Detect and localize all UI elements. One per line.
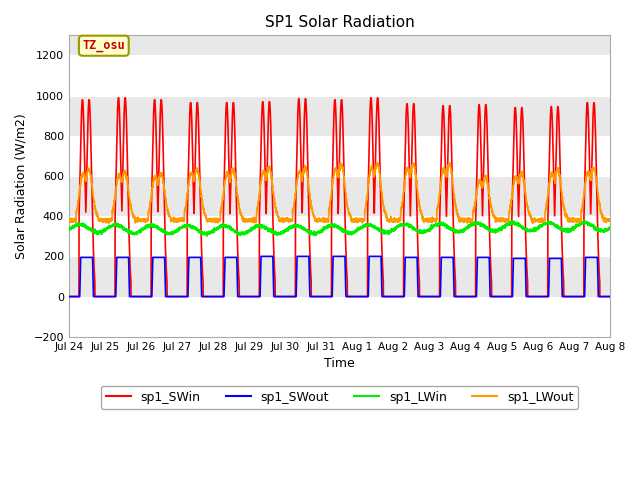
- Line: sp1_SWin: sp1_SWin: [69, 97, 610, 297]
- sp1_LWout: [606, 218, 614, 224]
- sp1_SWout: [65, 294, 73, 300]
- sp1_SWout: [257, 253, 265, 259]
- Y-axis label: Solar Radiation (W/m2): Solar Radiation (W/m2): [15, 113, 28, 259]
- sp1_LWin: [203, 233, 211, 239]
- Line: sp1_LWout: sp1_LWout: [69, 162, 610, 223]
- sp1_SWin: [163, 266, 170, 272]
- Title: SP1 Solar Radiation: SP1 Solar Radiation: [264, 15, 414, 30]
- sp1_LWin: [510, 218, 518, 224]
- sp1_SWout: [606, 294, 614, 300]
- Line: sp1_SWout: sp1_SWout: [69, 256, 610, 297]
- sp1_SWout: [492, 294, 499, 300]
- sp1_SWin: [319, 294, 327, 300]
- X-axis label: Time: Time: [324, 357, 355, 370]
- Bar: [69, 297, 610, 337]
- sp1_SWin: [492, 294, 499, 300]
- sp1_LWin: [606, 225, 614, 231]
- sp1_SWin: [606, 294, 614, 300]
- sp1_SWout: [461, 294, 468, 300]
- sp1_LWin: [461, 226, 468, 232]
- sp1_LWout: [373, 159, 381, 165]
- sp1_SWout: [605, 294, 613, 300]
- Bar: [69, 136, 610, 176]
- sp1_LWout: [492, 216, 499, 221]
- sp1_SWin: [115, 95, 122, 100]
- sp1_LWin: [319, 226, 327, 231]
- sp1_LWout: [529, 220, 537, 226]
- Line: sp1_LWin: sp1_LWin: [69, 221, 610, 236]
- sp1_LWin: [163, 230, 170, 236]
- sp1_LWout: [431, 216, 438, 222]
- sp1_LWout: [605, 218, 613, 224]
- sp1_SWout: [163, 294, 170, 300]
- sp1_SWout: [431, 294, 438, 300]
- sp1_LWin: [492, 228, 499, 234]
- sp1_LWin: [605, 225, 613, 230]
- Text: TZ_osu: TZ_osu: [83, 39, 125, 52]
- Legend: sp1_SWin, sp1_SWout, sp1_LWin, sp1_LWout: sp1_SWin, sp1_SWout, sp1_LWin, sp1_LWout: [100, 386, 579, 409]
- sp1_LWout: [163, 199, 170, 204]
- sp1_LWin: [431, 223, 438, 229]
- sp1_LWout: [319, 218, 327, 224]
- sp1_LWout: [65, 217, 73, 223]
- sp1_SWin: [65, 294, 73, 300]
- Bar: [69, 216, 610, 256]
- sp1_SWout: [319, 294, 327, 300]
- sp1_SWin: [461, 294, 468, 300]
- sp1_LWin: [65, 226, 73, 232]
- sp1_LWout: [461, 217, 468, 223]
- Bar: [69, 55, 610, 96]
- sp1_SWin: [605, 294, 613, 300]
- sp1_SWin: [431, 294, 438, 300]
